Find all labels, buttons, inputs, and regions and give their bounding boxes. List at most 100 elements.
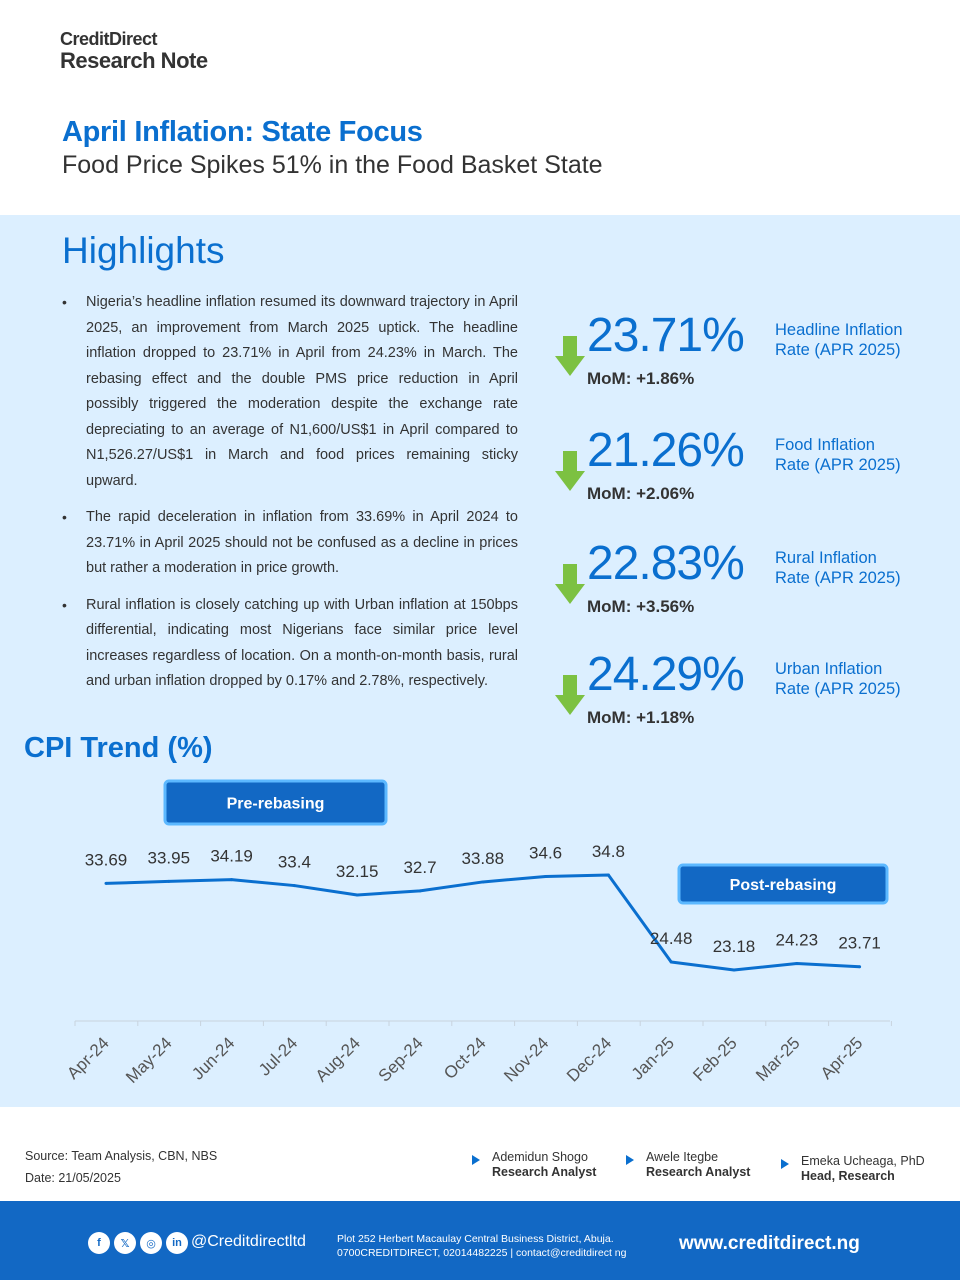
data-label: 32.7 <box>403 858 436 877</box>
x-tick-label: Mar-25 <box>752 1033 804 1085</box>
social-handle[interactable]: @Creditdirectltd <box>191 1233 306 1250</box>
highlights-band <box>0 215 960 1107</box>
page-subtitle: Food Price Spikes 51% in the Food Basket… <box>62 151 603 179</box>
website-link[interactable]: www.creditdirect.ng <box>679 1233 860 1254</box>
highlights-heading: Highlights <box>62 230 225 271</box>
brand-logo: CreditDirect Research Note <box>60 30 208 72</box>
stat-label: Food Inflation Rate (APR 2025) <box>775 436 901 474</box>
bullet-icon: • <box>62 509 67 525</box>
data-point <box>230 878 234 882</box>
x-icon[interactable]: 𝕏 <box>114 1232 136 1254</box>
stat-label: Urban Inflation Rate (APR 2025) <box>775 660 901 698</box>
bullet-icon: • <box>62 596 67 613</box>
analyst-card: Emeka Ucheaga, PhD Head, Research <box>781 1154 925 1184</box>
data-label: 24.23 <box>776 931 819 950</box>
contact-line: 0700CREDITDIRECT, 02014482225 | contact@… <box>337 1247 627 1259</box>
data-point <box>481 880 485 884</box>
highlight-item: • The rapid deceleration in inflation fro… <box>62 505 518 582</box>
social-icons: f 𝕏 ◎ in <box>88 1232 188 1254</box>
bullet-icon: • <box>62 294 67 310</box>
x-tick-label: Dec-24 <box>563 1033 615 1085</box>
data-label: 33.4 <box>278 853 311 872</box>
data-label: 23.18 <box>713 937 756 956</box>
x-tick-label: Jun-24 <box>188 1033 238 1083</box>
analyst-role: Research Analyst <box>492 1165 597 1179</box>
brand-line2: Research Note <box>60 48 208 73</box>
data-point <box>606 873 610 877</box>
page-title: April Inflation: State Focus <box>62 116 423 148</box>
data-label: 33.88 <box>462 849 505 868</box>
analyst-card: Awele Itegbe Research Analyst <box>626 1150 751 1180</box>
highlight-text: Rural inflation is closely catching up w… <box>86 596 518 690</box>
arrow-down-icon <box>555 451 585 491</box>
analyst-name: Ademidun Shogo <box>492 1150 588 1164</box>
data-label: 34.6 <box>529 844 562 863</box>
stat-label: Rural Inflation Rate (APR 2025) <box>775 549 901 587</box>
data-label: 33.95 <box>148 848 191 867</box>
facebook-icon[interactable]: f <box>88 1232 110 1254</box>
instagram-icon[interactable]: ◎ <box>140 1232 162 1254</box>
analyst-name: Awele Itegbe <box>646 1150 719 1164</box>
highlight-text: Nigeria’s headline inflation resumed its… <box>86 294 518 489</box>
arrow-down-icon <box>555 564 585 604</box>
arrow-down-icon <box>555 336 585 376</box>
stat-mom: MoM: +1.86% <box>587 369 695 388</box>
triangle-icon <box>626 1155 634 1165</box>
data-label: 34.19 <box>210 847 253 866</box>
footer-bar: f 𝕏 ◎ in @Creditdirectltd Plot 252 Herbe… <box>0 1201 960 1280</box>
stat-value: 21.26% <box>587 424 745 477</box>
data-point <box>292 884 296 888</box>
triangle-icon <box>472 1155 480 1165</box>
source-text: Source: Team Analysis, CBN, NBS <box>25 1149 218 1163</box>
x-tick-label: Sep-24 <box>375 1033 427 1085</box>
stat-mom: MoM: +3.56% <box>587 597 695 616</box>
x-tick-label: May-24 <box>122 1033 176 1087</box>
stat-food-inflation: 21.26% MoM: +2.06% Food Inflation Rate (A… <box>555 427 935 517</box>
stat-label: Headline Inflation Rate (APR 2025) <box>775 321 903 359</box>
data-point <box>858 965 862 969</box>
data-point <box>167 879 171 883</box>
x-tick-label: Apr-25 <box>817 1033 867 1083</box>
cpi-trend-title: CPI Trend (%) <box>24 732 213 764</box>
post-rebasing-box <box>677 863 889 905</box>
data-label: 23.71 <box>838 934 881 953</box>
arrow-down-icon <box>555 675 585 715</box>
linkedin-icon[interactable]: in <box>166 1232 188 1254</box>
data-label: 32.15 <box>336 862 379 881</box>
data-point <box>355 893 359 897</box>
stat-value: 22.83% <box>587 537 745 590</box>
data-point <box>418 889 422 893</box>
data-point <box>795 962 799 966</box>
x-tick-label: Aug-24 <box>312 1033 364 1085</box>
data-label: 24.48 <box>650 929 693 948</box>
cpi-trend-chart: Pre-rebasing Post-rebasing 33.69 33.95 34.19… <box>63 779 892 1087</box>
analyst-name: Emeka Ucheaga, PhD <box>801 1154 925 1168</box>
post-rebasing-label: Post-rebasing <box>730 877 837 894</box>
x-tick-label: Jul-24 <box>255 1033 301 1079</box>
highlights-list: • Nigeria’s headline inflation resumed it… <box>62 290 518 706</box>
stat-headline-inflation: 23.71% MoM: +1.86% Headline Inflation Rat… <box>555 312 935 402</box>
stat-value: 23.71% <box>587 309 745 362</box>
data-point <box>544 875 548 879</box>
stat-mom: MoM: +2.06% <box>587 484 695 503</box>
highlight-text: The rapid deceleration in inflation from… <box>86 509 518 576</box>
data-point <box>732 968 736 972</box>
stat-value: 24.29% <box>587 648 745 701</box>
pre-rebasing-box <box>163 779 388 826</box>
highlight-item: • Rural inflation is closely catching up … <box>62 593 518 695</box>
source-block: Source: Team Analysis, CBN, NBS Date: 21… <box>25 1145 217 1189</box>
analyst-card: Ademidun Shogo Research Analyst <box>472 1150 597 1180</box>
x-tick-label: Oct-24 <box>440 1033 490 1083</box>
data-point <box>669 960 673 964</box>
analyst-role: Research Analyst <box>646 1165 751 1179</box>
stat-rural-inflation: 22.83% MoM: +3.56% Rural Inflation Rate (… <box>555 540 935 630</box>
triangle-icon <box>781 1159 789 1169</box>
data-point <box>104 881 108 885</box>
x-tick-label: Feb-25 <box>689 1033 741 1085</box>
x-tick-label: Apr-24 <box>63 1033 113 1083</box>
address-block: Plot 252 Herbert Macaulay Central Busine… <box>337 1232 626 1260</box>
data-label: 34.8 <box>592 842 625 861</box>
stat-mom: MoM: +1.18% <box>587 708 695 727</box>
x-tick-label: Nov-24 <box>500 1033 552 1085</box>
x-tick-label: Jan-25 <box>628 1033 678 1083</box>
